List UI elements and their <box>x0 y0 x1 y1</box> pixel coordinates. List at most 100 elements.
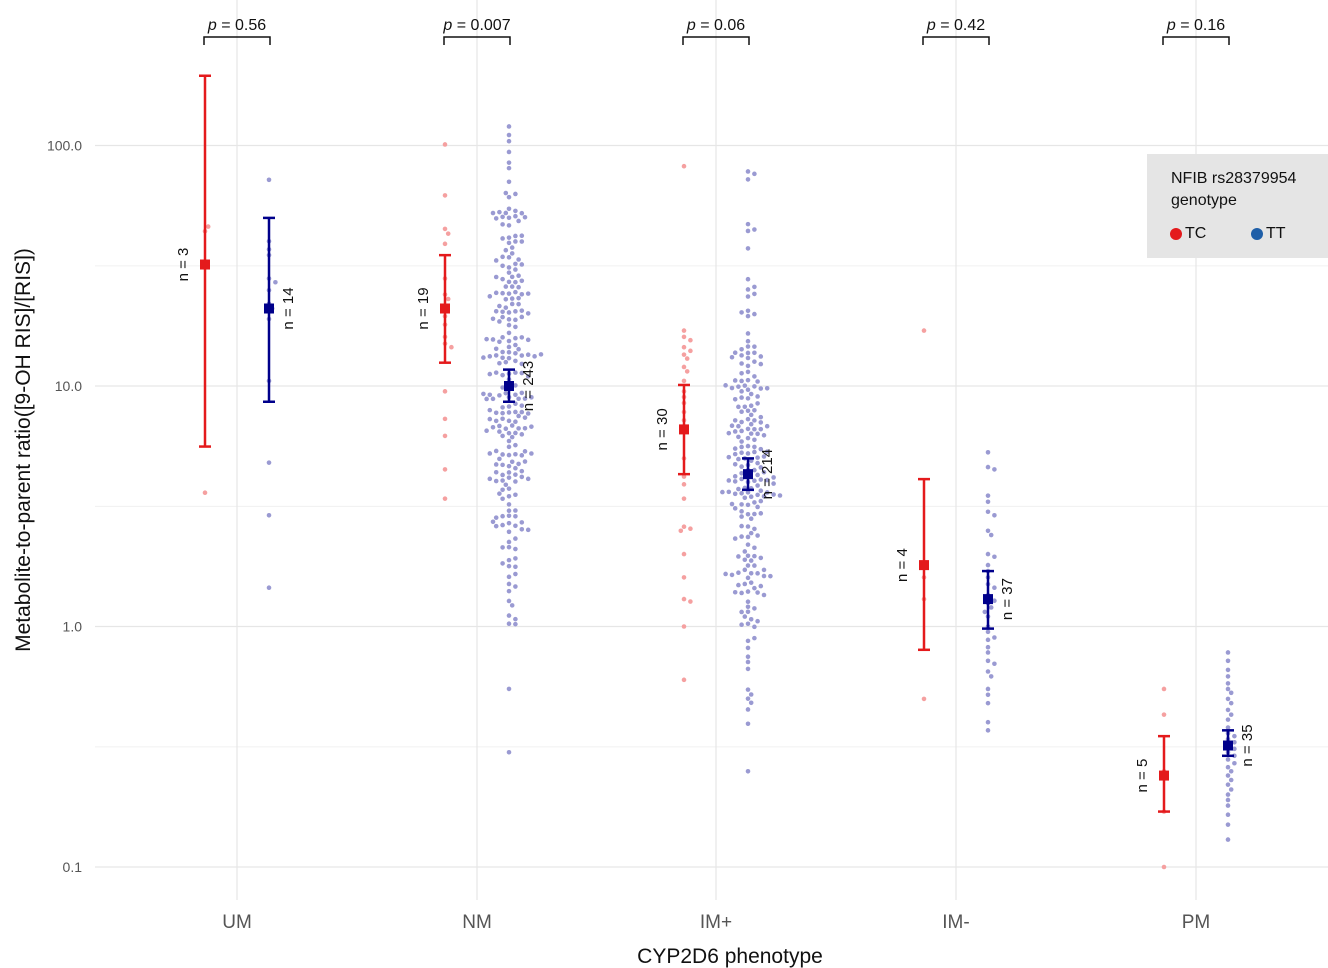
data-point-tt <box>516 346 521 352</box>
data-point-tt <box>752 526 757 532</box>
data-point-tt <box>1225 822 1231 827</box>
data-point-tt <box>1225 717 1231 722</box>
data-point-tt <box>506 194 512 200</box>
data-point-tt <box>748 403 754 409</box>
data-point-tt <box>736 456 741 462</box>
data-point-tt <box>500 561 505 566</box>
data-point-tc <box>684 369 690 374</box>
data-point-tt <box>739 622 744 628</box>
data-point-tt <box>764 423 770 429</box>
n-label-tc: n = 30 <box>654 408 671 450</box>
data-point-tt <box>988 532 994 538</box>
data-point-tt <box>525 311 531 316</box>
data-point-tt <box>745 338 751 344</box>
data-point-tt <box>748 700 754 706</box>
data-point-tt <box>732 479 738 484</box>
data-point-tt <box>748 412 754 418</box>
data-point-tt <box>506 317 512 322</box>
data-point-tt <box>506 430 512 436</box>
data-point-tt <box>500 410 505 416</box>
data-point-tt <box>513 442 518 448</box>
data-point-tt <box>519 262 525 267</box>
data-point-tt <box>500 222 505 227</box>
data-point-tt <box>736 570 741 576</box>
data-point-tc <box>681 677 687 683</box>
data-point-tt <box>493 216 499 221</box>
data-point-tt <box>748 530 754 536</box>
data-point-tt <box>732 378 738 383</box>
data-point-tt <box>752 635 757 641</box>
data-point-tt <box>506 486 512 491</box>
data-point-tt <box>745 707 751 712</box>
legend-item-tc: TC <box>1170 225 1206 243</box>
data-point-tt <box>509 274 515 280</box>
data-point-tt <box>525 476 531 482</box>
data-point-tt <box>497 393 502 398</box>
data-point-tt <box>522 415 528 420</box>
data-point-tt <box>519 390 525 396</box>
data-point-tt <box>758 583 764 589</box>
data-point-tt <box>985 700 991 706</box>
data-point-tt <box>758 386 764 391</box>
data-point-tt <box>1228 787 1234 792</box>
legend-swatch-tc <box>1170 228 1182 240</box>
data-point-tt <box>1225 812 1231 817</box>
data-point-tt <box>745 355 751 361</box>
data-point-tt <box>758 414 764 420</box>
data-point-tt <box>739 389 744 394</box>
data-point-tt <box>487 416 493 422</box>
data-point-tt <box>726 489 732 495</box>
data-point-tt <box>493 274 499 280</box>
data-point-tt <box>513 370 518 375</box>
data-point-tt <box>506 404 512 409</box>
data-point-tt <box>500 309 505 315</box>
x-tick-label: UM <box>222 912 252 933</box>
data-point-tt <box>506 613 512 618</box>
data-point-tt <box>500 416 505 422</box>
mean-marker-tc <box>679 424 689 435</box>
x-axis-title: CYP2D6 phenotype <box>637 945 823 968</box>
data-point-tt <box>487 407 493 413</box>
data-point-tt <box>752 227 757 232</box>
data-point-tt <box>739 439 744 444</box>
data-point-tt <box>519 353 525 358</box>
x-tick-label: IM- <box>942 912 969 933</box>
data-point-tt <box>752 359 757 364</box>
data-point-tt <box>745 435 751 441</box>
data-point-tt <box>726 454 732 460</box>
data-point-tt <box>739 609 744 615</box>
data-point-tt <box>752 418 757 423</box>
data-point-tt <box>522 214 528 220</box>
data-point-tc <box>681 364 687 370</box>
data-point-tt <box>516 284 521 290</box>
data-point-tt <box>513 479 518 484</box>
data-point-tt <box>519 474 525 480</box>
data-point-tc <box>688 599 693 604</box>
data-point-tt <box>758 354 764 359</box>
mean-marker-tc <box>440 303 450 314</box>
p-value-label: p = 0.06 <box>686 17 745 34</box>
data-point-tt <box>500 472 505 478</box>
data-point-tt <box>985 728 991 733</box>
data-point-tt <box>1225 696 1231 702</box>
data-point-tt <box>513 239 518 244</box>
data-point-tt <box>513 409 518 415</box>
data-point-tt <box>755 379 760 384</box>
data-point-tt <box>748 431 754 436</box>
data-point-tt <box>497 491 502 496</box>
data-point-tt <box>992 467 997 472</box>
data-point-tt <box>1225 792 1231 797</box>
data-point-tt <box>519 314 525 320</box>
data-point-tt <box>755 455 760 460</box>
data-point-tt <box>506 149 512 155</box>
data-point-tt <box>1228 700 1234 706</box>
data-point-tt <box>732 418 738 423</box>
data-point-tt <box>513 335 518 341</box>
data-point-tt <box>509 603 515 608</box>
data-point-tt <box>506 502 512 507</box>
data-point-tt <box>745 369 751 375</box>
data-point-tt <box>481 355 486 360</box>
data-point-tt <box>506 520 512 526</box>
data-point-tt <box>506 291 512 296</box>
data-point-tc <box>442 416 448 422</box>
